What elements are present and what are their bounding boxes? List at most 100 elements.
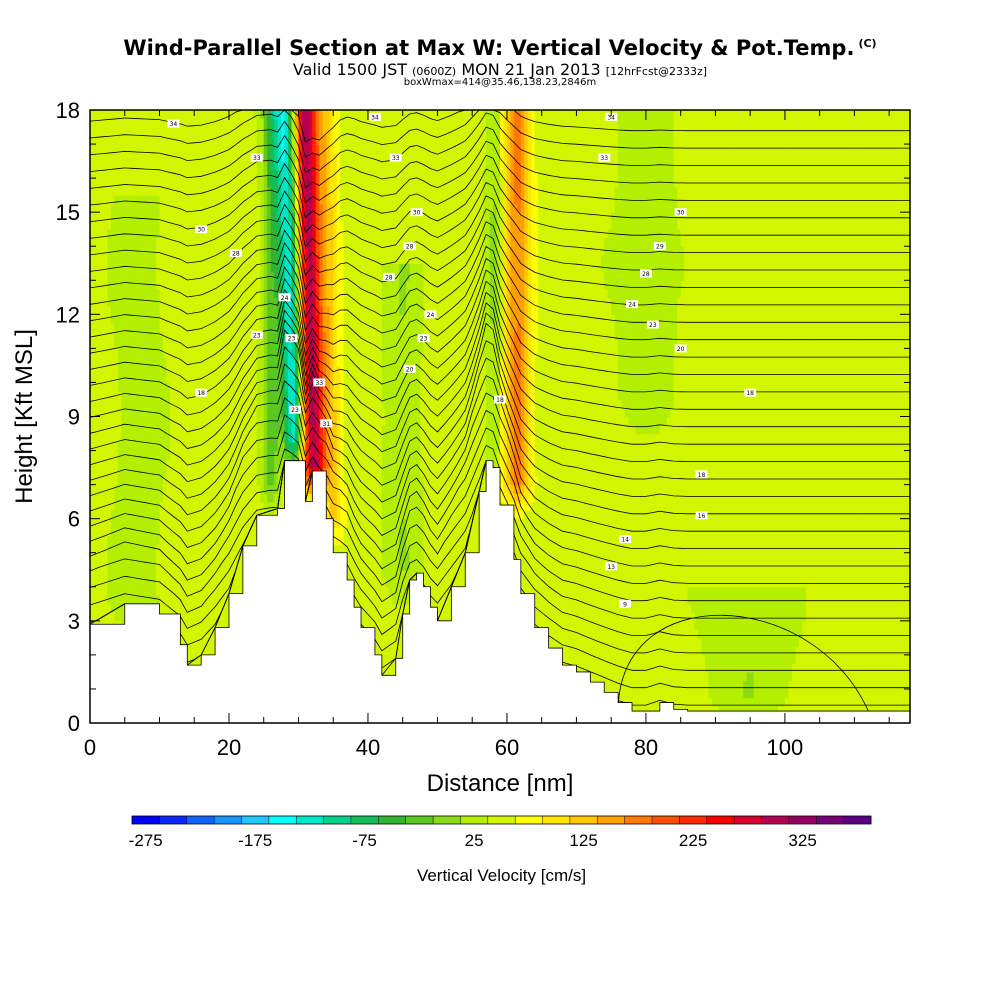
field-cell: [319, 203, 324, 213]
field-cell: [156, 314, 161, 324]
field-cell: [173, 382, 178, 392]
field-cell: [173, 493, 178, 503]
field-cell: [169, 510, 174, 520]
field-cell: [173, 450, 178, 460]
field-cell: [117, 348, 122, 358]
field-cell: [162, 339, 168, 349]
field-cell: [225, 425, 230, 435]
field-cell: [121, 161, 126, 171]
field-cell: [162, 288, 168, 298]
field-cell: [180, 356, 185, 367]
field-cell: [145, 229, 150, 239]
field-cell: [305, 433, 310, 443]
field-cell: [312, 459, 317, 469]
field-cell: [110, 305, 115, 315]
field-cell: [100, 356, 105, 367]
field-cell: [288, 390, 293, 401]
field-cell: [319, 118, 324, 128]
field-cell: [124, 484, 129, 494]
field-cell: [263, 433, 268, 443]
field-cell: [135, 407, 140, 418]
field-cell: [173, 237, 178, 247]
field-cell: [215, 110, 220, 120]
field-cell: [183, 629, 188, 639]
field-cell: [145, 331, 150, 341]
field-cell: [145, 544, 150, 554]
field-cell: [284, 339, 289, 349]
field-cell: [225, 373, 230, 384]
field-cell: [128, 288, 133, 298]
field-cell: [135, 578, 140, 588]
field-cell: [222, 169, 227, 179]
field-cell: [301, 365, 307, 375]
field-cell: [180, 620, 185, 630]
field-cell: [263, 297, 268, 307]
field-cell: [239, 407, 244, 418]
field-cell: [176, 254, 181, 264]
field-cell: [277, 390, 282, 401]
field-cell: [100, 382, 105, 392]
field-cell: [121, 578, 126, 588]
field-cell: [107, 425, 112, 435]
field-cell: [277, 356, 282, 367]
field-cell: [270, 459, 275, 469]
field-cell: [114, 305, 119, 315]
field-cell: [260, 433, 265, 443]
field-cell: [225, 578, 230, 588]
field-cell: [218, 527, 223, 537]
field-cell: [114, 229, 119, 239]
field-cell: [228, 399, 234, 409]
field-cell: [204, 501, 209, 511]
field-cell: [284, 450, 289, 460]
field-cell: [187, 110, 192, 120]
field-cell: [187, 135, 192, 145]
field-cell: [315, 331, 320, 341]
field-cell: [284, 135, 289, 145]
field-cell: [197, 637, 202, 647]
field-cell: [107, 118, 112, 128]
field-cell: [201, 612, 206, 622]
field-cell: [204, 637, 209, 647]
field-cell: [288, 178, 293, 188]
chart-title-text: Wind-Parallel Section at Max W: Vertical…: [123, 36, 855, 60]
field-cell: [253, 399, 258, 409]
field-cell: [142, 467, 147, 477]
field-cell: [145, 569, 150, 579]
field-cell: [128, 425, 133, 435]
field-cell: [138, 535, 143, 545]
field-cell: [222, 399, 227, 409]
field-cell: [204, 476, 209, 486]
field-cell: [291, 152, 296, 162]
field-cell: [135, 399, 140, 409]
field-cell: [308, 152, 313, 162]
field-cell: [308, 161, 313, 171]
field-cell: [183, 331, 188, 341]
field-cell: [90, 442, 95, 452]
field-cell: [232, 493, 237, 503]
field-cell: [110, 135, 115, 145]
field-cell: [288, 356, 293, 367]
field-cell: [110, 178, 115, 188]
field-cell: [93, 246, 98, 256]
field-cell: [187, 544, 192, 554]
field-cell: [176, 416, 181, 426]
field-cell: [121, 348, 126, 358]
field-cell: [256, 110, 261, 120]
field-cell: [156, 305, 161, 315]
field-cell: [93, 382, 98, 392]
field-cell: [319, 246, 324, 256]
field-cell: [253, 501, 258, 511]
field-cell: [110, 552, 115, 562]
field-cell: [166, 578, 171, 588]
field-cell: [114, 331, 119, 341]
field-cell: [211, 442, 216, 452]
field-cell: [176, 561, 181, 571]
field-cell: [96, 118, 102, 128]
field-cell: [208, 612, 213, 622]
field-cell: [138, 195, 143, 205]
field-cell: [152, 220, 157, 230]
field-cell: [121, 322, 126, 332]
field-cell: [90, 195, 95, 205]
field-cell: [274, 135, 279, 145]
field-cell: [162, 382, 168, 392]
